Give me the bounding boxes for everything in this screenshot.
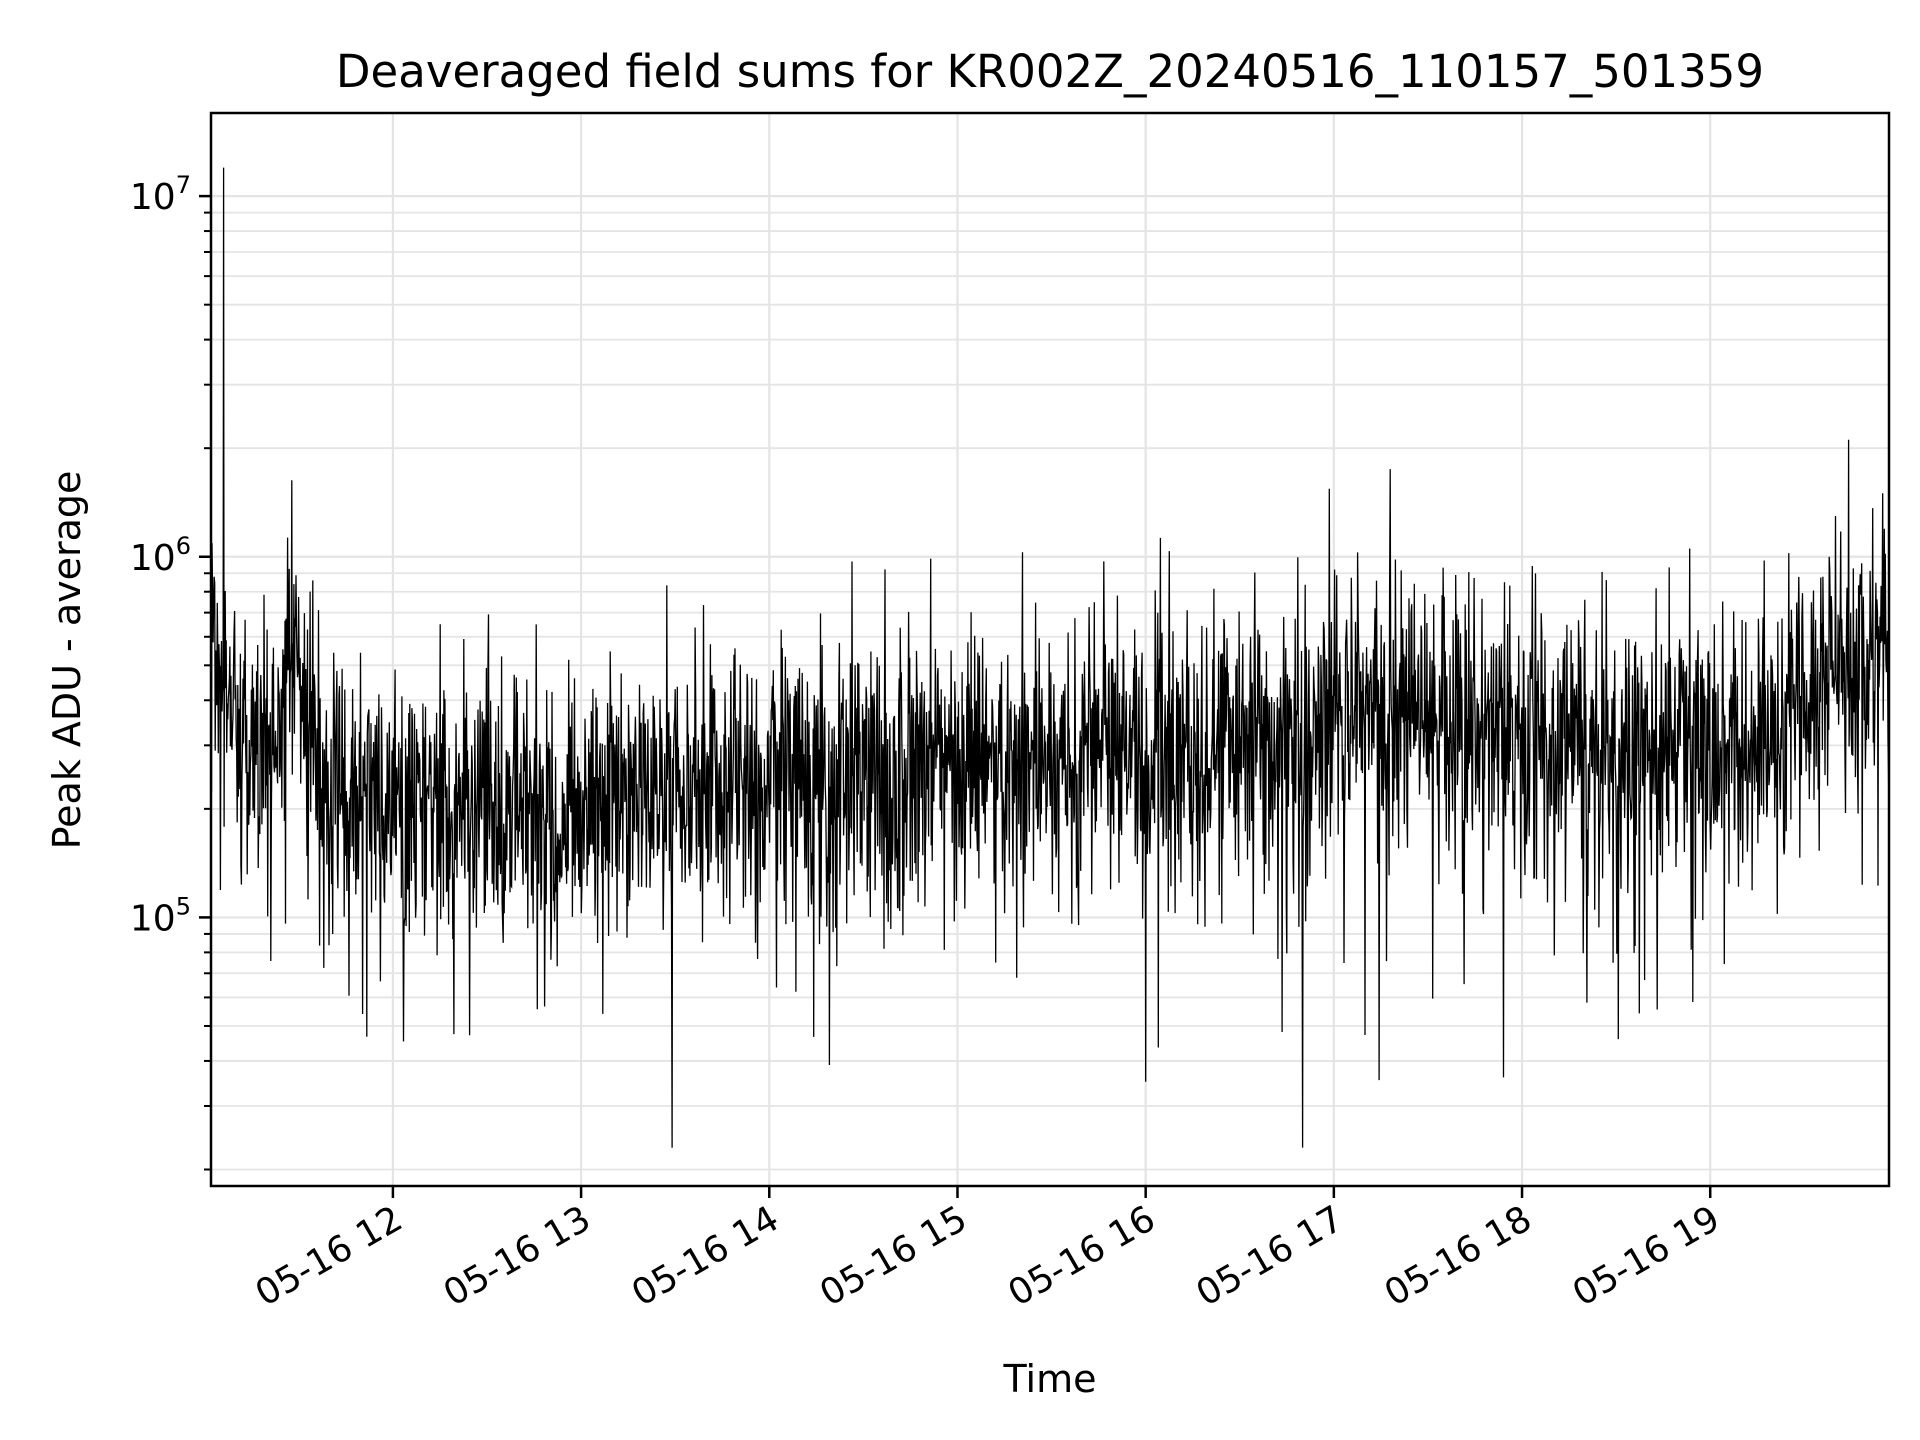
y-tick-label: 105 [130,892,191,939]
axes-frame [209,111,1891,1188]
y-axis-ticks: 105 106 107 [130,171,211,1171]
series-line [210,167,1890,1148]
x-axis-label: Time [1003,1357,1097,1401]
y-tick-label: 106 [130,532,191,579]
chart-title: Deaveraged field sums for KR002Z_2024051… [336,45,1764,98]
y-tick-label: 107 [130,171,191,218]
data-line-group [210,167,1890,1148]
y-axis-label: Peak ADU - average [45,471,89,850]
